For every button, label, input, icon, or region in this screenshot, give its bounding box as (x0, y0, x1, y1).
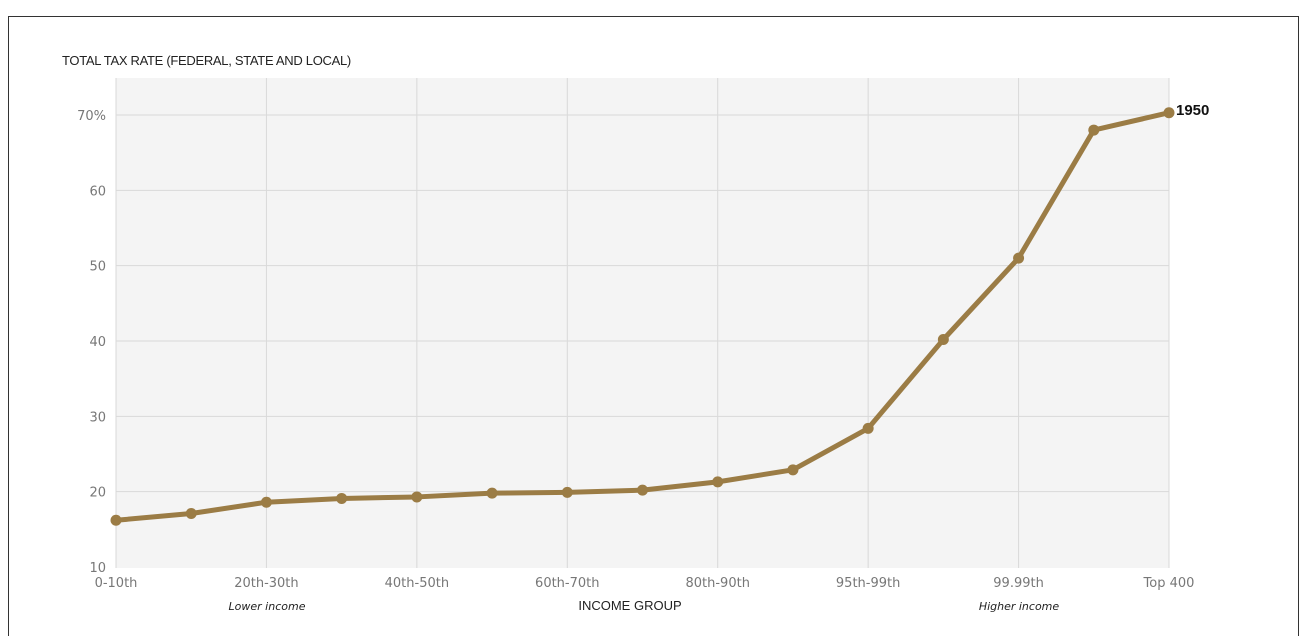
y-tick-label: 20 (89, 486, 106, 501)
y-tick-labels: 10 20 30 40 50 60 70% (77, 109, 106, 576)
data-point (260, 496, 272, 508)
data-point (1013, 252, 1025, 264)
series-group (110, 107, 1175, 526)
data-point (411, 491, 423, 503)
y-tick-label: 30 (89, 410, 106, 425)
x-tick-labels: 0-10th 20th-30th 40th-50th 60th-70th 80th-90… (95, 576, 1195, 591)
y-tick-label: 40 (89, 335, 106, 350)
data-point (1088, 124, 1100, 136)
x-tick-label: 20th-30th (234, 576, 298, 591)
y-tick-label: 70% (77, 109, 106, 124)
data-point (862, 422, 874, 434)
y-tick-label: 60 (89, 184, 106, 199)
series-label-1950: 1950 (1176, 102, 1209, 119)
higher-income-annotation: Higher income (979, 600, 1060, 613)
data-point (185, 508, 197, 520)
data-point (486, 487, 498, 499)
data-point (937, 333, 949, 345)
data-point (336, 492, 348, 504)
x-tick-label: 80th-90th (685, 576, 749, 591)
data-point (787, 464, 799, 476)
y-tick-label: 10 (89, 561, 106, 576)
chart-frame (8, 16, 1299, 636)
data-point (561, 486, 573, 498)
x-tick-label: 95th-99th (836, 576, 900, 591)
data-point (110, 514, 122, 526)
data-point (637, 484, 648, 496)
lower-income-annotation: Lower income (229, 600, 306, 613)
data-point (1163, 107, 1175, 119)
x-tick-label: 99.99th (993, 576, 1044, 591)
y-axis-title: TOTAL TAX RATE (FEDERAL, STATE AND LOCAL… (62, 53, 351, 68)
x-tick-label: 60th-70th (535, 576, 599, 591)
x-tick-label: Top 400 (1143, 576, 1195, 591)
data-point (712, 476, 724, 488)
x-tick-label: 0-10th (95, 576, 138, 591)
x-axis-title: INCOME GROUP (578, 598, 681, 613)
y-tick-label: 50 (89, 260, 106, 275)
x-tick-label: 40th-50th (385, 576, 449, 591)
